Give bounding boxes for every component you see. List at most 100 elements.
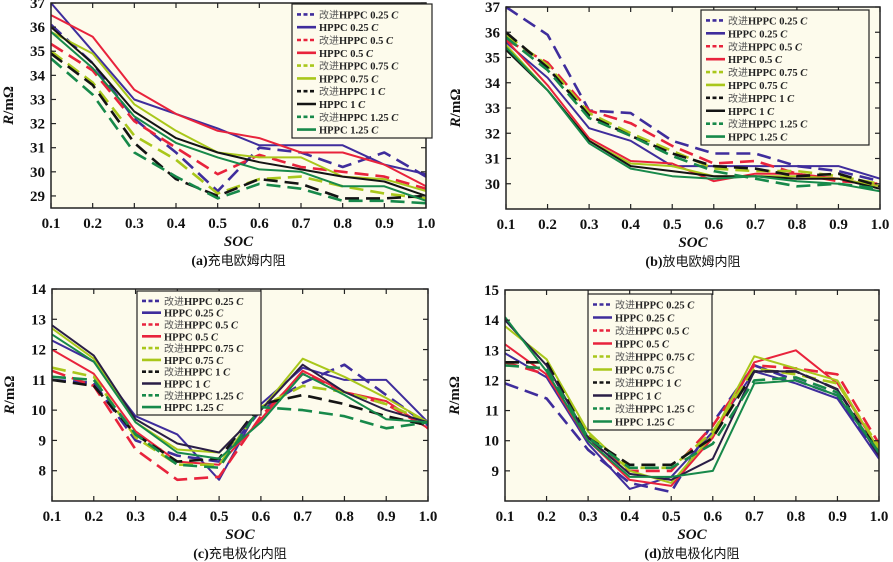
legend-label: HPPC 0.25 C — [728, 29, 788, 40]
legend-label: 改进HPPC 1.25 C — [728, 118, 808, 131]
y-tick-label: 33 — [30, 92, 45, 108]
y-tick-label: 32 — [485, 126, 500, 142]
legend-label: HPPC 0.75 C — [319, 74, 379, 85]
x-axis-title: SOC — [677, 527, 707, 543]
legend-item: HPPC 0.5 C — [142, 332, 219, 343]
legend-item: HPPC 1.25 C — [706, 133, 788, 144]
series-line-hppc-hppc-1.25c — [505, 316, 879, 478]
legend-item: HPPC 1 C — [706, 107, 775, 118]
legend-label: HPPC 1 C — [615, 392, 662, 403]
legend-item: 改进HPPC 0.25 C — [593, 299, 695, 312]
legend-item: 改进HPPC 0.25 C — [706, 14, 808, 27]
chart-b-svg: 0.1 0.2 0.3 0.4 0.5 0.6 0.7 0.8 0.9 1.0 30 31 32 33 34… — [448, 0, 889, 270]
y-tick-label: 37 — [30, 0, 46, 12]
y-axis-title: R/mΩ — [447, 376, 463, 416]
legend-label: 改进HPPC 0.25 C — [728, 14, 808, 27]
y-tick-label: 10 — [484, 434, 499, 450]
legend-label: 改进HPPC 1 C — [319, 85, 386, 98]
legend-item: HPPC 0.5 C — [706, 55, 783, 66]
x-tick-label: 0.2 — [538, 217, 557, 233]
legend-item: HPPC 0.25 C — [142, 309, 224, 320]
legend-label: HPPC 1.25 C — [164, 403, 224, 414]
x-tick-label: 0.4 — [167, 216, 186, 232]
series-line-improved-hppc-0.75c — [51, 50, 426, 200]
chart-panel-a: 0.1 0.2 0.3 0.4 0.5 0.6 0.7 0.8 0.9 1.0 29 30 31 32 33… — [0, 0, 446, 281]
legend-item: HPPC 0.75 C — [142, 356, 224, 367]
x-tick-label: 0.6 — [704, 217, 723, 233]
x-tick-label: 0.5 — [210, 509, 229, 525]
y-tick-label: 31 — [485, 152, 500, 168]
legend-label: HPPC 0.5 C — [164, 332, 219, 343]
legend-item: 改进HPPC 0.75 C — [297, 60, 399, 73]
x-tick-label: 0.3 — [579, 509, 598, 525]
legend-label: HPPC 0.25 C — [319, 23, 379, 34]
chart-d-svg: 0.1 0.2 0.3 0.4 0.5 0.6 0.7 0.8 0.9 1.0 9 10 11 12 13 1… — [447, 283, 888, 562]
legend-label: 改进HPPC 0.75 C — [164, 342, 244, 355]
y-tick-label: 32 — [30, 117, 45, 133]
legend-item: 改进HPPC 0.5 C — [593, 325, 690, 338]
y-tick-label: 11 — [485, 404, 499, 420]
legend-box — [700, 9, 870, 146]
x-tick-label: 0.1 — [43, 509, 62, 525]
legend-item: 改进HPPC 0.25 C — [297, 8, 399, 21]
y-tick-label: 34 — [30, 68, 46, 84]
y-tick-label: 12 — [484, 373, 499, 389]
legend-label: HPPC 0.5 C — [319, 49, 374, 60]
series-line-improved-hppc-1.25c — [52, 375, 428, 469]
x-tick-label: 0.8 — [788, 217, 807, 233]
series-line-hppc-hppc-0.75c — [505, 325, 879, 484]
legend-item: HPPC 0.5 C — [593, 340, 670, 351]
y-tick-label: 33 — [485, 101, 500, 117]
legend-item: HPPC 0.75 C — [593, 366, 675, 377]
x-tick-label: 0.9 — [377, 509, 396, 525]
legend-item: 改进HPPC 0.75 C — [142, 342, 244, 355]
x-axis-title: SOC — [225, 527, 255, 543]
series-line-hppc-hppc-0.25c — [51, 2, 426, 176]
y-tick-label: 37 — [485, 0, 501, 16]
y-axis-title: R/mΩ — [2, 376, 18, 416]
y-tick-label: 9 — [492, 464, 500, 480]
x-tick-label: 0.6 — [252, 509, 271, 525]
x-tick-label: 0.1 — [496, 509, 515, 525]
chart-panel-b: 0.1 0.2 0.3 0.4 0.5 0.6 0.7 0.8 0.9 1.0 30 31 32 33 34… — [446, 0, 893, 281]
legend-label: 改进HPPC 1 C — [164, 366, 231, 379]
x-tick-label: 0.1 — [42, 216, 61, 232]
x-tick-label: 0.4 — [621, 217, 640, 233]
legend-label: 改进HPPC 1.25 C — [615, 403, 695, 416]
y-tick-label: 13 — [484, 343, 499, 359]
y-tick-label: 11 — [32, 373, 46, 389]
y-tick-label: 15 — [484, 283, 499, 299]
legend-label: 改进HPPC 0.75 C — [319, 60, 399, 73]
chart-caption: (c)充电极化内阻 — [193, 546, 287, 562]
legend-item: HPPC 1.25 C — [593, 418, 675, 429]
y-tick-label: 36 — [485, 25, 501, 41]
x-tick-label: 0.8 — [787, 509, 806, 525]
legend-item: 改进HPPC 1 C — [297, 85, 386, 98]
legend-item: HPPC 0.25 C — [593, 314, 675, 325]
legend-label: 改进HPPC 0.25 C — [164, 295, 244, 308]
x-tick-label: 0.7 — [292, 216, 311, 232]
legend-item: 改进HPPC 1 C — [706, 92, 795, 105]
y-tick-label: 14 — [31, 282, 47, 298]
series-line-improved-hppc-1.25c — [51, 57, 426, 205]
y-tick-label: 34 — [485, 76, 501, 92]
series-line-improved-hppc-1.25c — [505, 364, 879, 470]
legend-label: HPPC 0.75 C — [728, 81, 788, 92]
legend-label: 改进HPPC 0.5 C — [164, 319, 239, 332]
y-tick-label: 12 — [31, 343, 46, 359]
legend-label: HPPC 0.25 C — [615, 314, 675, 325]
legend-item: 改进HPPC 1 C — [142, 366, 231, 379]
legend-label: 改进HPPC 0.75 C — [728, 66, 808, 79]
x-tick-label: 1.0 — [417, 216, 436, 232]
legend-label: HPPC 0.5 C — [615, 340, 670, 351]
x-tick-label: 0.5 — [662, 509, 681, 525]
legend-item: 改进HPPC 0.75 C — [593, 351, 695, 364]
x-tick-label: 0.9 — [829, 217, 848, 233]
plot-frame — [504, 289, 880, 502]
legend-label: 改进HPPC 0.75 C — [615, 351, 695, 364]
chart-panel-d: 0.1 0.2 0.3 0.4 0.5 0.6 0.7 0.8 0.9 1.0 9 10 11 12 13 1… — [446, 281, 893, 562]
y-tick-label: 9 — [39, 433, 47, 449]
